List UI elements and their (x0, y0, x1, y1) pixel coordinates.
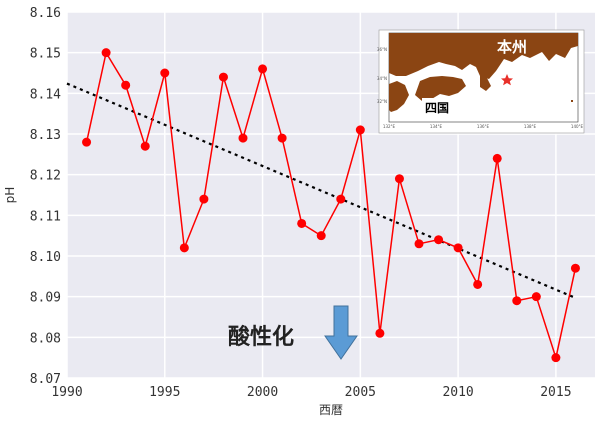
honshu-land (389, 33, 578, 79)
x-tick-label: 2010 (442, 385, 473, 400)
data-point (551, 353, 561, 363)
y-tick-label: 8.11 (30, 209, 61, 224)
data-point (238, 133, 248, 143)
data-point (453, 243, 463, 253)
data-point (375, 328, 385, 338)
y-tick-label: 8.14 (30, 87, 61, 102)
map-xtick-3: 138°E (524, 124, 537, 129)
x-tick-label: 1995 (149, 385, 180, 400)
down-arrow-icon (324, 305, 358, 360)
y-tick-labels: 8.07 8.08 8.09 8.10 8.11 8.12 8.13 8.14 8.15 8.16 (30, 6, 61, 387)
data-point (101, 48, 111, 58)
data-point (336, 194, 346, 204)
star-marker-icon (501, 74, 513, 86)
data-point (316, 231, 326, 241)
y-tick-label: 8.15 (30, 47, 61, 62)
data-point (140, 141, 150, 151)
shikoku-land (415, 76, 466, 101)
map-xtick-1: 134°E (430, 124, 443, 129)
data-point (434, 235, 444, 245)
data-point (512, 296, 522, 306)
kii-peninsula-land (480, 76, 491, 91)
map-ytick-0: 36°N (377, 47, 387, 52)
data-point (355, 125, 365, 135)
y-tick-label: 8.13 (30, 128, 61, 143)
data-point (492, 153, 502, 163)
y-tick-label: 8.07 (30, 372, 61, 387)
map-label-shikoku: 四国 (425, 101, 449, 115)
y-tick-label: 8.12 (30, 169, 61, 184)
map-ytick-2: 32°N (377, 99, 387, 104)
data-point (82, 137, 92, 147)
grid-lines (66, 11, 595, 379)
map-marker-small (571, 100, 573, 102)
x-tick-label: 1990 (51, 385, 82, 400)
map-xtick-0: 132°E (383, 124, 396, 129)
data-point (258, 64, 268, 74)
x-tick-label: 2000 (247, 385, 278, 400)
map-label-shikoku-box (422, 98, 452, 115)
x-tick-label: 2005 (345, 385, 376, 400)
data-point (277, 133, 287, 143)
inset-map: 本州 四国 132°E 134°E 136°E 138°E 140°E 36°N… (377, 29, 585, 134)
data-point (218, 72, 228, 82)
data-point (160, 68, 170, 78)
data-point (121, 80, 131, 90)
data-point (199, 194, 209, 204)
y-tick-label: 8.16 (30, 6, 61, 21)
y-tick-label: 8.10 (30, 250, 61, 265)
data-point (531, 292, 541, 302)
y-tick-label: 8.09 (30, 291, 61, 306)
data-point (394, 174, 404, 184)
y-axis-label: pH (3, 187, 17, 204)
ph-series-line (85, 50, 577, 361)
x-tick-labels: 1990 1995 2000 2005 2010 2015 (51, 385, 571, 400)
data-point (570, 263, 580, 273)
kyushu-land (389, 81, 409, 112)
y-tick-label: 8.08 (30, 331, 61, 346)
data-point (297, 218, 307, 228)
data-point (473, 279, 483, 289)
acidification-label: 酸性化 (228, 324, 294, 350)
map-xtick-4: 140°E (571, 124, 584, 129)
map-label-honshu: 本州 (497, 38, 527, 56)
map-xtick-2: 136°E (477, 124, 490, 129)
ph-series-points (82, 48, 580, 363)
map-ytick-1: 34°N (377, 76, 387, 81)
x-axis-label: 西暦 (319, 403, 343, 417)
x-tick-label: 2015 (540, 385, 571, 400)
data-point (179, 243, 189, 253)
data-point (414, 239, 424, 249)
